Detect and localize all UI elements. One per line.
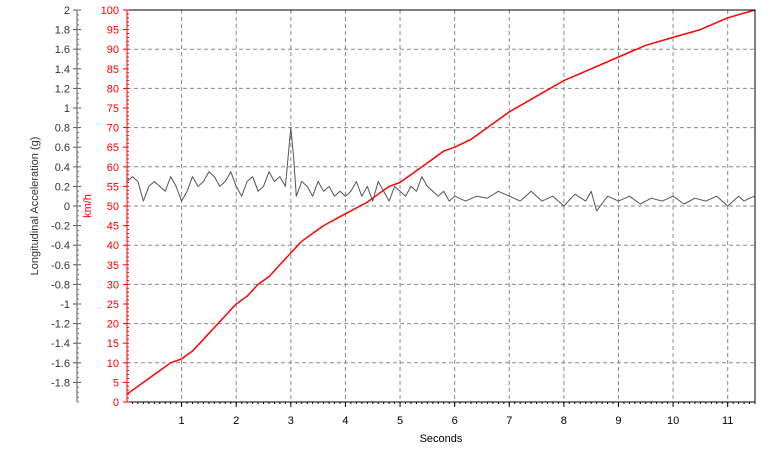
acceleration-tick-label: -0.8 [51, 279, 70, 291]
speed-tick-label: 50 [107, 201, 119, 213]
acceleration-tick-label: 1.2 [55, 83, 70, 95]
speed-tick-label: 15 [107, 338, 119, 350]
acceleration-tick-label: -0.6 [51, 260, 70, 272]
speed-tick-label: 100 [101, 5, 119, 17]
x-tick-label: 8 [561, 415, 567, 427]
acceleration-tick-label: -1.8 [51, 377, 70, 389]
acceleration-tick-label: 1.6 [55, 44, 70, 56]
speed-tick-label: 0 [113, 397, 119, 409]
speed-tick-label: 30 [107, 279, 119, 291]
acceleration-tick-label: -1.4 [51, 338, 70, 350]
speed-tick-label: 65 [107, 142, 119, 154]
acceleration-tick-label: 1.4 [55, 64, 70, 76]
y-axis-title-speed: km/h [82, 194, 94, 218]
y-axis-title-acceleration: Longitudinal Acceleration (g) [29, 137, 41, 276]
grid [127, 10, 755, 402]
acceleration-series-line [126, 127, 756, 212]
plot-area [127, 10, 755, 402]
speed-tick-label: 10 [107, 358, 119, 370]
speed-tick-label: 80 [107, 83, 119, 95]
speed-tick-label: 85 [107, 64, 119, 76]
speed-tick-label: 45 [107, 221, 119, 233]
speed-tick-label: 5 [113, 377, 119, 389]
x-axis-title: Seconds [420, 433, 463, 445]
x-tick-label: 6 [452, 415, 458, 427]
x-tick-label: 4 [342, 415, 348, 427]
x-tick-label: 1 [179, 415, 185, 427]
acceleration-tick-label: -0.2 [51, 221, 70, 233]
acceleration-tick-label: 0.4 [55, 162, 70, 174]
acceleration-tick-label: 1.8 [55, 25, 70, 37]
acceleration-tick-label: -0.4 [51, 240, 70, 252]
acceleration-tick-label: -1 [60, 299, 70, 311]
speed-tick-label: 25 [107, 299, 119, 311]
series-layer [126, 9, 756, 395]
speed-tick-label: 90 [107, 44, 119, 56]
acceleration-tick-label: 2 [64, 5, 70, 17]
x-tick-label: 7 [506, 415, 512, 427]
axes: 2 1.8 1.6 1.4 1.2 1 0.8 0.6 0.4 0.2 0 -0.2 -0.4 -0.6 -… [51, 5, 756, 427]
x-tick-label: 11 [722, 415, 733, 427]
speed-tick-label: 35 [107, 260, 119, 272]
acceleration-tick-label: -1.2 [51, 319, 70, 331]
x-tick-label: 5 [397, 415, 403, 427]
speed-tick-label: 75 [107, 103, 119, 115]
speed-series-line [126, 9, 756, 395]
x-tick-label: 3 [288, 415, 294, 427]
acceleration-tick-label: 1 [64, 103, 70, 115]
speed-tick-label: 55 [107, 181, 119, 193]
x-tick-label: 10 [667, 415, 679, 427]
speed-tick-label: 95 [107, 25, 119, 37]
speed-tick-label: 60 [107, 162, 119, 174]
speed-tick-label: 20 [107, 319, 119, 331]
acceleration-tick-label: 0.8 [55, 123, 70, 135]
x-tick-label: 9 [615, 415, 621, 427]
speed-tick-label: 40 [107, 240, 119, 252]
acceleration-tick-label: 0.6 [55, 142, 70, 154]
acceleration-tick-label: 0.2 [55, 181, 70, 193]
x-tick-label: 2 [233, 415, 239, 427]
acceleration-tick-label: 0 [64, 201, 70, 213]
acceleration-tick-label: -1.6 [51, 358, 70, 370]
speed-tick-label: 70 [107, 123, 119, 135]
